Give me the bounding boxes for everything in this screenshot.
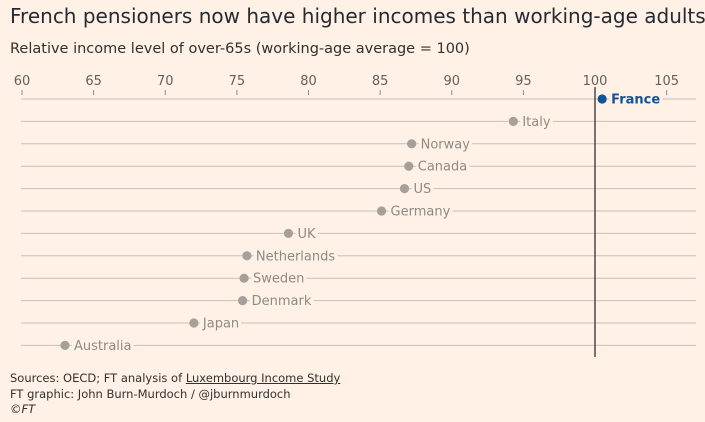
dot-us bbox=[399, 184, 410, 194]
x-tick-label-90: 90 bbox=[443, 74, 460, 89]
dot-france bbox=[597, 94, 607, 104]
label-france: France bbox=[611, 93, 660, 108]
dot-netherlands bbox=[242, 251, 252, 261]
label-bg-italy bbox=[520, 114, 553, 130]
dot-denmark bbox=[238, 296, 248, 306]
x-tick-label-65: 65 bbox=[85, 74, 102, 89]
x-tick-label-80: 80 bbox=[300, 74, 317, 89]
x-tick-label-70: 70 bbox=[157, 74, 174, 89]
dot-australia bbox=[60, 340, 70, 350]
label-bg-japan bbox=[199, 316, 242, 332]
x-tick-label-100: 100 bbox=[583, 74, 608, 89]
label-bg-germany bbox=[388, 204, 453, 220]
label-us: US bbox=[413, 182, 431, 197]
label-uk: UK bbox=[297, 227, 316, 242]
chart-rows bbox=[21, 98, 696, 346]
x-tick-label-60: 60 bbox=[14, 74, 31, 89]
chart-footer: Sources: OECD; FT analysis of Luxembourg… bbox=[10, 371, 340, 418]
label-bg-australia bbox=[71, 338, 134, 354]
label-bg-sweden bbox=[251, 271, 307, 287]
dot-plot-chart: 60 65 70 75 80 85 90 95 100 105 France Italy Norway… bbox=[14, 74, 696, 357]
data-marks: France Italy Norway Canada US Germany UK Nether… bbox=[60, 92, 663, 354]
label-germany: Germany bbox=[391, 205, 451, 220]
label-bg-uk bbox=[295, 226, 318, 242]
label-australia: Australia bbox=[74, 339, 132, 354]
dot-germany bbox=[376, 206, 387, 216]
x-tick-label-105: 105 bbox=[654, 74, 679, 89]
dot-japan bbox=[189, 318, 199, 328]
x-tick-label-95: 95 bbox=[515, 74, 532, 89]
label-bg-norway bbox=[418, 137, 473, 153]
label-bg-netherlands bbox=[253, 249, 338, 265]
label-bg-canada bbox=[415, 159, 470, 175]
label-bg-france bbox=[609, 92, 663, 108]
x-axis-ticks: 60 65 70 75 80 85 90 95 100 105 bbox=[14, 74, 679, 95]
luxembourg-income-study-link[interactable]: Luxembourg Income Study bbox=[185, 371, 341, 385]
label-italy: Italy bbox=[522, 115, 551, 130]
sources-line: Sources: OECD; FT analysis of Luxembourg… bbox=[10, 371, 340, 387]
x-tick-label-85: 85 bbox=[372, 74, 389, 89]
label-bg-us bbox=[411, 182, 434, 198]
dot-uk bbox=[283, 228, 294, 238]
dot-canada bbox=[404, 161, 414, 171]
label-norway: Norway bbox=[421, 137, 471, 152]
graphic-credit: FT graphic: John Burn-Murdoch / @jburnmu… bbox=[10, 386, 291, 401]
ft-copyright: ©FT bbox=[10, 402, 36, 416]
label-denmark: Denmark bbox=[252, 294, 312, 309]
dot-norway bbox=[407, 139, 417, 149]
sources-prefix: Sources: OECD; FT analysis of bbox=[10, 371, 186, 385]
x-tick-label-75: 75 bbox=[229, 74, 246, 89]
label-netherlands: Netherlands bbox=[256, 249, 335, 264]
chart-title: French pensioners now have higher income… bbox=[10, 4, 705, 28]
label-japan: Japan bbox=[202, 317, 239, 332]
label-canada: Canada bbox=[418, 160, 467, 175]
label-bg-denmark bbox=[249, 294, 314, 310]
dot-italy bbox=[508, 116, 518, 126]
dot-sweden bbox=[239, 273, 249, 283]
chart-subtitle: Relative income level of over-65s (worki… bbox=[10, 41, 470, 57]
label-sweden: Sweden bbox=[253, 272, 304, 287]
